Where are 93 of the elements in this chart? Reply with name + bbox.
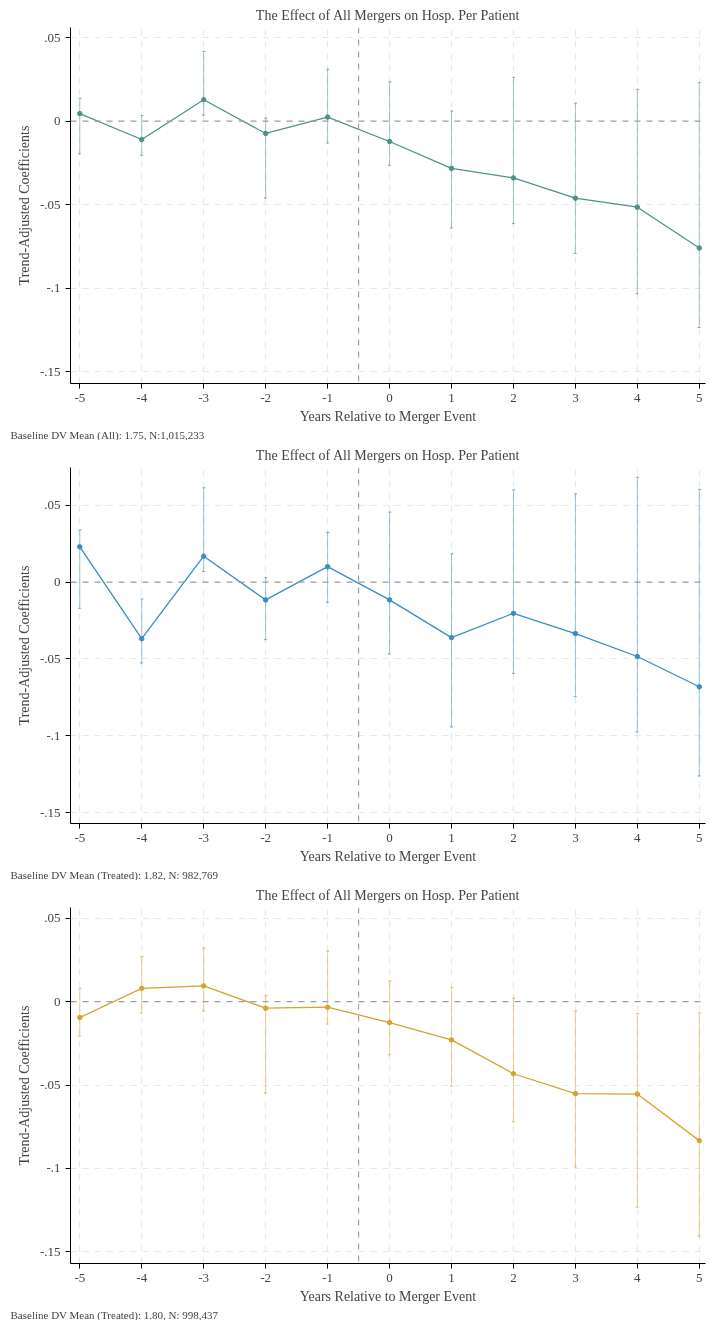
y-tick-label: -.05 <box>39 1077 61 1093</box>
x-tick-label: 1 <box>448 829 455 845</box>
x-tick-label: 4 <box>634 829 642 845</box>
chart-title: The Effect of All Mergers on Hosp. Per Patient <box>255 447 520 463</box>
point <box>510 175 517 181</box>
point <box>138 635 145 642</box>
x-tick-label: 0 <box>386 829 393 845</box>
y-axis-title: Trend-Adjusted Coefficients <box>16 565 32 726</box>
x-tick-label: 0 <box>386 389 393 405</box>
chart-title: The Effect of All Mergers on Hosp. Per Patient <box>255 887 520 903</box>
x-tick-label: -5 <box>74 1269 86 1285</box>
point <box>77 1014 83 1021</box>
point <box>77 544 83 550</box>
x-tick-label: -2 <box>260 1269 272 1285</box>
x-tick-label: 5 <box>696 829 703 845</box>
x-tick-label: -2 <box>260 389 272 405</box>
y-tick-label: -.05 <box>39 196 61 212</box>
point <box>262 1005 269 1011</box>
point <box>138 136 145 143</box>
point <box>200 983 207 989</box>
x-tick-label: 3 <box>572 1269 579 1285</box>
point <box>262 130 269 137</box>
x-tick-label: 2 <box>510 829 517 845</box>
point <box>324 1004 331 1010</box>
y-tick-label: -.15 <box>39 363 61 379</box>
y-tick-label: -.1 <box>46 727 61 743</box>
point <box>386 138 393 145</box>
point <box>696 245 703 251</box>
x-tick-label: -3 <box>198 829 210 845</box>
point <box>448 634 455 641</box>
x-tick-label: -3 <box>198 1269 210 1285</box>
x-tick-label: -1 <box>322 389 334 405</box>
x-tick-label: 2 <box>510 1269 517 1285</box>
x-tick-label: 5 <box>696 389 703 405</box>
text: Baseline DV Mean (All): 1.75, N:1,015,233 <box>10 428 205 442</box>
x-tick-label: 1 <box>448 1269 455 1285</box>
point <box>262 597 269 603</box>
text: Baseline DV Mean (Treated): 1.82, N: 982,769 <box>10 868 219 882</box>
x-tick-label: -4 <box>136 829 148 845</box>
x-tick-label: 1 <box>448 389 455 405</box>
text: Baseline DV Mean (Treated): 1.80, N: 998,437 <box>10 1308 219 1322</box>
x-tick-label: -5 <box>74 829 86 845</box>
x-tick-label: 4 <box>634 389 642 405</box>
point <box>200 96 207 103</box>
x-tick-label: -3 <box>198 389 210 405</box>
point <box>510 1071 517 1077</box>
y-axis-title: Trend-Adjusted Coefficients <box>16 1005 32 1166</box>
point <box>634 1091 641 1097</box>
y-tick-label: .05 <box>44 29 61 45</box>
y-tick-label: -.05 <box>39 650 61 666</box>
point <box>572 1090 579 1097</box>
y-axis-title: Trend-Adjusted Coefficients <box>16 125 32 286</box>
point <box>448 1037 455 1043</box>
point <box>510 610 517 617</box>
point <box>324 563 331 570</box>
x-tick-label: -1 <box>322 1269 334 1285</box>
point <box>200 553 207 559</box>
x-axis-title: Years Relative to Merger Event <box>299 1288 477 1304</box>
y-tick-label: 0 <box>54 574 61 590</box>
y-tick-label: -.15 <box>39 1243 61 1259</box>
x-tick-label: 0 <box>386 1269 393 1285</box>
y-tick-label: -.1 <box>46 280 61 296</box>
point <box>696 1137 703 1144</box>
x-tick-label: -2 <box>260 829 272 845</box>
x-tick-label: -1 <box>322 829 334 845</box>
point <box>696 684 703 690</box>
point <box>634 204 641 210</box>
x-tick-label: -4 <box>136 1269 148 1285</box>
point <box>572 630 579 637</box>
y-tick-label: -.15 <box>39 804 61 820</box>
y-tick-label: .05 <box>44 497 61 513</box>
point <box>634 653 641 660</box>
point <box>77 110 83 117</box>
x-tick-label: 5 <box>696 1269 703 1285</box>
x-tick-label: 3 <box>572 829 579 845</box>
x-axis-title: Years Relative to Merger Event <box>299 408 477 424</box>
point <box>448 165 455 172</box>
y-tick-label: 0 <box>54 113 61 129</box>
x-tick-label: -4 <box>136 389 148 405</box>
x-tick-label: -5 <box>74 389 86 405</box>
y-tick-label: .05 <box>44 910 61 926</box>
x-axis-title: Years Relative to Merger Event <box>299 848 477 864</box>
y-tick-label: -.1 <box>46 1160 61 1176</box>
x-tick-label: 4 <box>634 1269 642 1285</box>
point <box>138 985 145 992</box>
point <box>386 597 393 603</box>
x-tick-label: 3 <box>572 389 579 405</box>
x-tick-label: 2 <box>510 389 517 405</box>
y-tick-label: 0 <box>54 993 61 1009</box>
point <box>572 195 579 201</box>
point <box>386 1019 393 1026</box>
chart-title: The Effect of All Mergers on Hosp. Per Patient <box>255 7 520 23</box>
point <box>324 114 331 120</box>
